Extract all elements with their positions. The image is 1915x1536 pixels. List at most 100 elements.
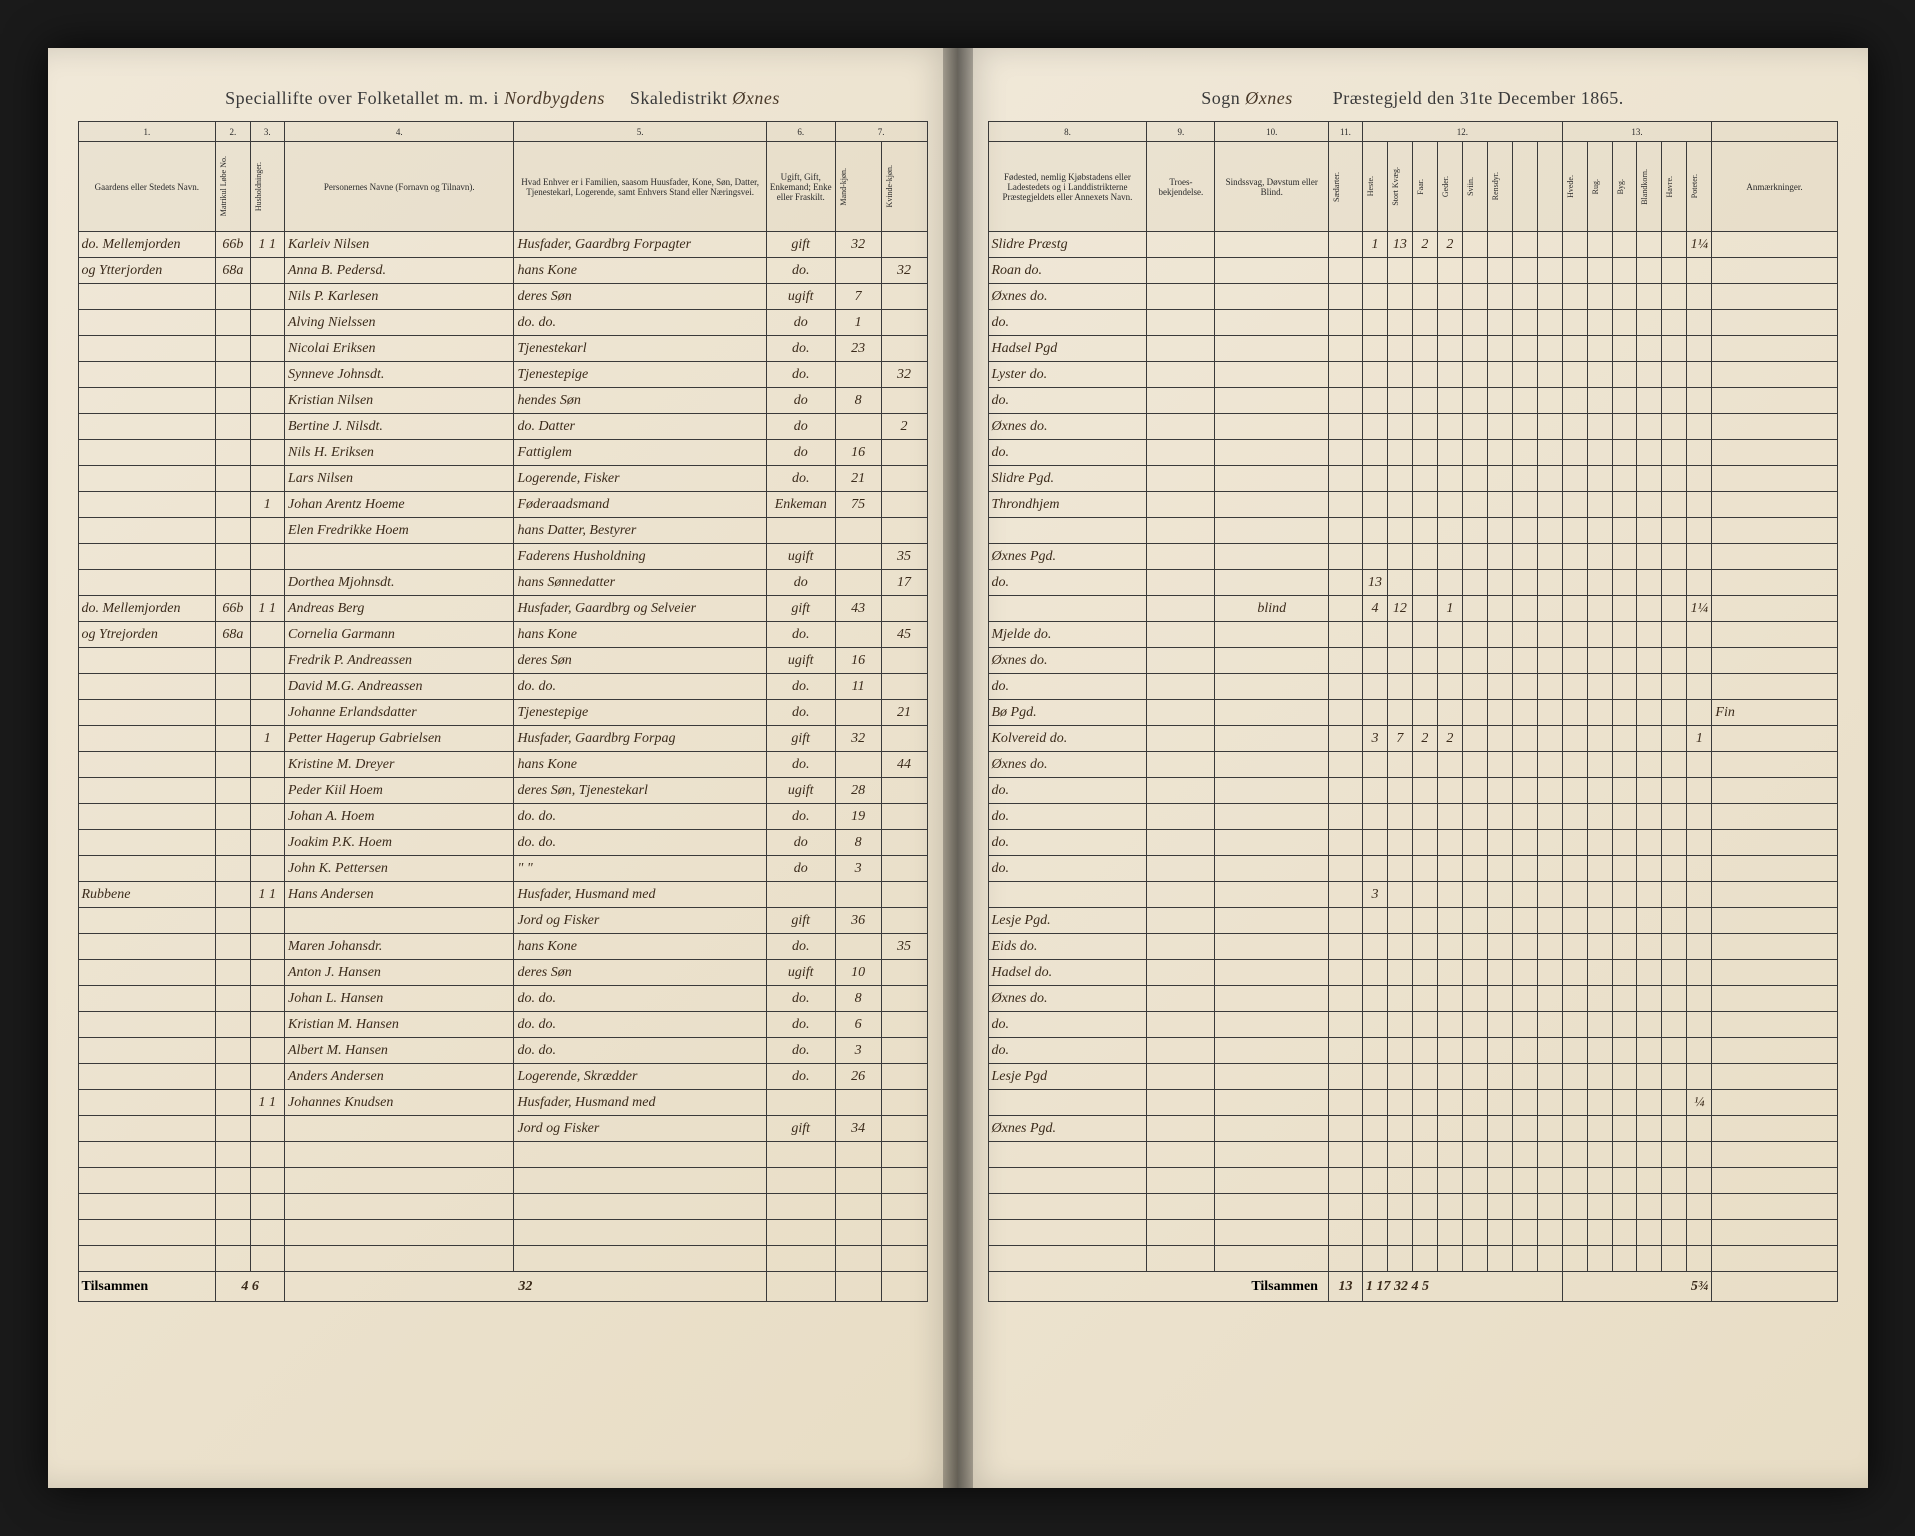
- faith-cell: [1147, 518, 1215, 544]
- female-age-cell: [881, 1038, 927, 1064]
- family-cell: hans Kone: [514, 258, 766, 284]
- blank-row: [78, 1246, 927, 1272]
- civil-cell: [766, 882, 835, 908]
- blank-row: [988, 1168, 1837, 1194]
- matr-cell: 68a: [216, 622, 250, 648]
- condition-cell: [1215, 1116, 1328, 1142]
- male-age-cell: 32: [835, 726, 881, 752]
- birthplace-cell: Bø Pgd.: [988, 700, 1147, 726]
- hh-cell: [250, 778, 284, 804]
- female-age-cell: [881, 986, 927, 1012]
- gaard-cell: [78, 856, 216, 882]
- table-row: Øxnes do.: [988, 414, 1837, 440]
- name-cell: Cornelia Garmann: [284, 622, 513, 648]
- table-row: do.: [988, 778, 1837, 804]
- table-row: 3: [988, 882, 1837, 908]
- h7a: Mand-kjøn.: [835, 142, 881, 232]
- male-age-cell: 8: [835, 986, 881, 1012]
- blank-row: [988, 1246, 1837, 1272]
- remark-cell: [1712, 908, 1837, 934]
- civil-cell: gift: [766, 1116, 835, 1142]
- female-age-cell: 17: [881, 570, 927, 596]
- female-age-cell: [881, 908, 927, 934]
- gaard-cell: [78, 544, 216, 570]
- condition-cell: [1215, 466, 1328, 492]
- gaard-cell: og Ytrejorden: [78, 622, 216, 648]
- gaard-cell: [78, 310, 216, 336]
- heading-parish: Øxnes: [732, 88, 779, 108]
- table-row: do. Mellemjorden66b1 1Andreas BergHusfad…: [78, 596, 927, 622]
- hh-cell: 1 1: [250, 596, 284, 622]
- matr-cell: [216, 362, 250, 388]
- matr-cell: [216, 934, 250, 960]
- h8: Fødested, nemlig Kjøbstadens eller Lades…: [988, 142, 1147, 232]
- hh-cell: [250, 570, 284, 596]
- col-7: 7.: [835, 122, 927, 142]
- h9: Troes-bekjendelse.: [1147, 142, 1215, 232]
- female-age-cell: [881, 648, 927, 674]
- date-text: Præstegjeld den 31te December 1865.: [1333, 88, 1624, 108]
- condition-cell: [1215, 856, 1328, 882]
- matr-cell: [216, 518, 250, 544]
- name-cell: Anna B. Pedersd.: [284, 258, 513, 284]
- matr-cell: 68a: [216, 258, 250, 284]
- remark-cell: [1712, 414, 1837, 440]
- h14: Anmærkninger.: [1712, 142, 1837, 232]
- female-age-cell: [881, 804, 927, 830]
- table-row: Johan A. Hoemdo. do.do.19: [78, 804, 927, 830]
- poteter-cell: [1687, 908, 1712, 934]
- table-row: Joakim P.K. Hoemdo. do.do8: [78, 830, 927, 856]
- table-row: Jord og Fiskergift36: [78, 908, 927, 934]
- male-age-cell: [835, 934, 881, 960]
- col-12: 12.: [1363, 122, 1563, 142]
- table-row: do.: [988, 804, 1837, 830]
- faith-cell: [1147, 1116, 1215, 1142]
- family-cell: Tjenestepige: [514, 700, 766, 726]
- remark-cell: Fin: [1712, 700, 1837, 726]
- remark-cell: [1712, 1038, 1837, 1064]
- matr-cell: [216, 414, 250, 440]
- table-row: do.: [988, 388, 1837, 414]
- condition-cell: [1215, 1064, 1328, 1090]
- remark-cell: [1712, 1064, 1837, 1090]
- family-cell: hans Datter, Bestyrer: [514, 518, 766, 544]
- birthplace-cell: Lesje Pgd: [988, 1064, 1147, 1090]
- seed-cell: [1328, 596, 1362, 622]
- birthplace-cell: Slidre Præstg: [988, 232, 1147, 258]
- faith-cell: [1147, 466, 1215, 492]
- col-6: 6.: [766, 122, 835, 142]
- poteter-cell: [1687, 284, 1712, 310]
- female-age-cell: [881, 336, 927, 362]
- remark-cell: [1712, 1012, 1837, 1038]
- matr-cell: [216, 1116, 250, 1142]
- table-row: Johanne ErlandsdatterTjenestepigedo.21: [78, 700, 927, 726]
- col-13: 13.: [1562, 122, 1712, 142]
- faith-cell: [1147, 726, 1215, 752]
- blank-row: [78, 1168, 927, 1194]
- seed-cell: [1328, 284, 1362, 310]
- civil-cell: Enkeman: [766, 492, 835, 518]
- table-row: Maren Johansdr.hans Konedo.35: [78, 934, 927, 960]
- sogn-label: Sogn: [1201, 88, 1240, 108]
- birthplace-cell: Hadsel Pgd: [988, 336, 1147, 362]
- seed-cell: [1328, 492, 1362, 518]
- matr-cell: [216, 778, 250, 804]
- family-cell: Jord og Fisker: [514, 908, 766, 934]
- h2a: Matrikul Løbe No.: [216, 142, 250, 232]
- civil-cell: ugift: [766, 778, 835, 804]
- seed-cell: [1328, 908, 1362, 934]
- family-cell: do. do.: [514, 830, 766, 856]
- matr-cell: [216, 882, 250, 908]
- sum-pg: 32: [284, 1272, 766, 1302]
- table-row: Bertine J. Nilsdt.do. Datterdo2: [78, 414, 927, 440]
- civil-cell: do.: [766, 466, 835, 492]
- gaard-cell: [78, 674, 216, 700]
- table-row: Kristine M. Dreyerhans Konedo.44: [78, 752, 927, 778]
- heading-label: Skaledistrikt: [630, 88, 728, 108]
- name-cell: Kristian M. Hansen: [284, 1012, 513, 1038]
- matr-cell: [216, 492, 250, 518]
- remark-cell: [1712, 336, 1837, 362]
- table-row: John K. Pettersen" "do3: [78, 856, 927, 882]
- birthplace-cell: Hadsel do.: [988, 960, 1147, 986]
- condition-cell: [1215, 908, 1328, 934]
